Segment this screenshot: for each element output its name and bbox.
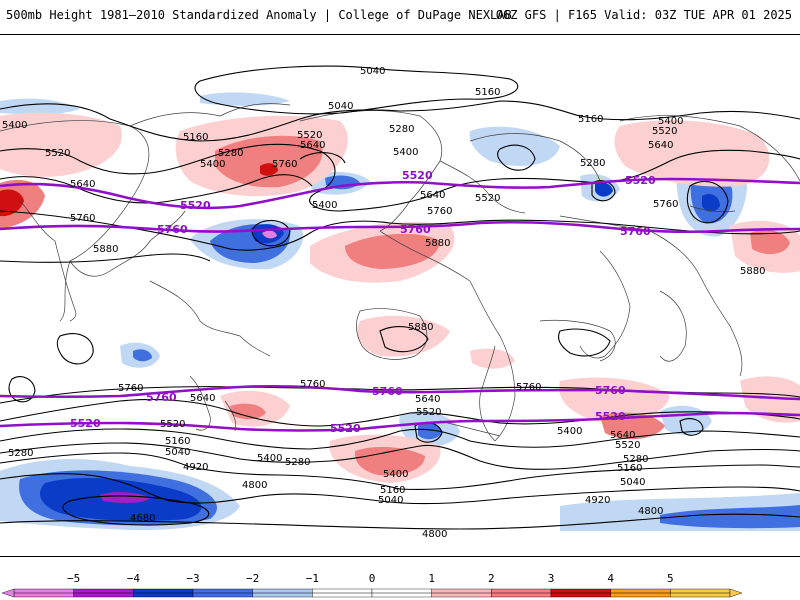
- map-title: 500mb Height 1981–2010 Standardized Anom…: [6, 8, 512, 22]
- label-5520: 5520: [615, 440, 640, 451]
- label-4680: 4680: [130, 513, 155, 524]
- label-5760-highlight: 5760: [400, 223, 431, 236]
- label-5400: 5400: [2, 120, 27, 131]
- label-5520: 5520: [297, 130, 322, 141]
- positive-anomaly-shading: [0, 112, 800, 483]
- label-5280: 5280: [218, 148, 243, 159]
- label-5160: 5160: [475, 87, 500, 98]
- label-5520: 5520: [160, 419, 185, 430]
- colorbar-tick-label: −1: [305, 572, 319, 585]
- label-5640: 5640: [415, 394, 440, 405]
- highlight-labels: 5520 5520 5520 5760 5760 5760 5760 5760 …: [70, 169, 656, 435]
- label-5760-highlight: 5760: [146, 391, 177, 404]
- colorbar-tick-label: 4: [607, 572, 614, 585]
- label-5760: 5760: [70, 213, 95, 224]
- colorbar-tick-label: −2: [246, 572, 260, 585]
- label-5880: 5880: [740, 266, 765, 277]
- header-bar: 500mb Height 1981–2010 Standardized Anom…: [0, 0, 800, 34]
- label-5880: 5880: [93, 244, 118, 255]
- label-4920: 4920: [183, 462, 208, 473]
- negative-anomaly-shading: [0, 92, 800, 531]
- label-5040: 5040: [165, 447, 190, 458]
- label-5400: 5400: [658, 116, 683, 127]
- label-5760: 5760: [272, 159, 297, 170]
- label-5280: 5280: [285, 457, 310, 468]
- label-5760-highlight: 5760: [595, 384, 626, 397]
- label-5280: 5280: [8, 448, 33, 459]
- label-5640: 5640: [70, 179, 95, 190]
- run-info: 06Z GFS | F165 Valid: 03Z TUE APR 01 202…: [495, 8, 792, 22]
- label-5400: 5400: [557, 426, 582, 437]
- highlight-contours: [0, 177, 800, 432]
- colorbar-tick-label: 3: [547, 572, 555, 585]
- colorbar-tick-label: 1: [428, 572, 435, 585]
- label-4920: 4920: [585, 495, 610, 506]
- label-5760-highlight: 5760: [620, 225, 651, 238]
- label-5520-highlight: 5520: [180, 199, 211, 212]
- label-5040: 5040: [328, 101, 353, 112]
- label-5520: 5520: [416, 407, 441, 418]
- contour-labels: 5040 5040 5160 5400 5160 5520 5280 5160 …: [2, 66, 765, 540]
- label-5760: 5760: [516, 382, 541, 393]
- label-5760: 5760: [300, 379, 325, 390]
- colorbar-tick-label: 2: [488, 572, 495, 585]
- colorbar-tick-label: −4: [126, 572, 140, 585]
- label-5400: 5400: [312, 200, 337, 211]
- label-5640: 5640: [610, 430, 635, 441]
- label-5880: 5880: [425, 238, 450, 249]
- anomaly-colorbar: [1, 588, 743, 598]
- label-5160: 5160: [617, 463, 642, 474]
- label-5880: 5880: [408, 322, 433, 333]
- label-5760: 5760: [427, 206, 452, 217]
- label-5520-highlight: 5520: [595, 410, 626, 423]
- anomaly-map: 5040 5040 5160 5400 5160 5520 5280 5160 …: [0, 65, 800, 540]
- label-5640: 5640: [300, 140, 325, 151]
- label-5760-highlight: 5760: [372, 385, 403, 398]
- label-4800: 4800: [242, 480, 267, 491]
- label-5400: 5400: [383, 469, 408, 480]
- label-5640: 5640: [190, 393, 215, 404]
- label-5160: 5160: [578, 114, 603, 125]
- label-5280: 5280: [580, 158, 605, 169]
- colorbar-tick-label: −5: [67, 572, 81, 585]
- label-5520: 5520: [652, 126, 677, 137]
- label-5040: 5040: [360, 66, 385, 77]
- label-5400: 5400: [393, 147, 418, 158]
- colorbar-tick-label: 0: [368, 572, 376, 585]
- colorbar-tick-label: −3: [186, 572, 200, 585]
- label-5040: 5040: [378, 495, 403, 506]
- label-5760: 5760: [118, 383, 143, 394]
- colorbar-max-arrow: [729, 588, 743, 598]
- label-5520-highlight: 5520: [625, 174, 656, 187]
- label-5520-highlight: 5520: [402, 169, 433, 182]
- label-4800: 4800: [638, 506, 663, 517]
- label-5160: 5160: [165, 436, 190, 447]
- label-5160: 5160: [380, 485, 405, 496]
- coastlines: [0, 103, 800, 442]
- label-5640: 5640: [420, 190, 445, 201]
- label-5040: 5040: [620, 477, 645, 488]
- label-5400: 5400: [257, 453, 282, 464]
- colorbar-tick-label: 5: [667, 572, 674, 585]
- label-5280: 5280: [389, 124, 414, 135]
- label-5760-highlight: 5760: [157, 223, 188, 236]
- label-5520: 5520: [475, 193, 500, 204]
- label-5640: 5640: [648, 140, 673, 151]
- label-5520: 5520: [45, 148, 70, 159]
- label-5760: 5760: [653, 199, 678, 210]
- colorbar-min-arrow: [1, 588, 15, 598]
- label-5400: 5400: [200, 159, 225, 170]
- label-5520-highlight: 5520: [330, 422, 361, 435]
- label-4800: 4800: [422, 529, 447, 540]
- label-5160: 5160: [183, 132, 208, 143]
- label-5520-highlight: 5520: [70, 417, 101, 430]
- label-5280: 5280: [623, 454, 648, 465]
- map-panel[interactable]: 5040 5040 5160 5400 5160 5520 5280 5160 …: [0, 34, 800, 557]
